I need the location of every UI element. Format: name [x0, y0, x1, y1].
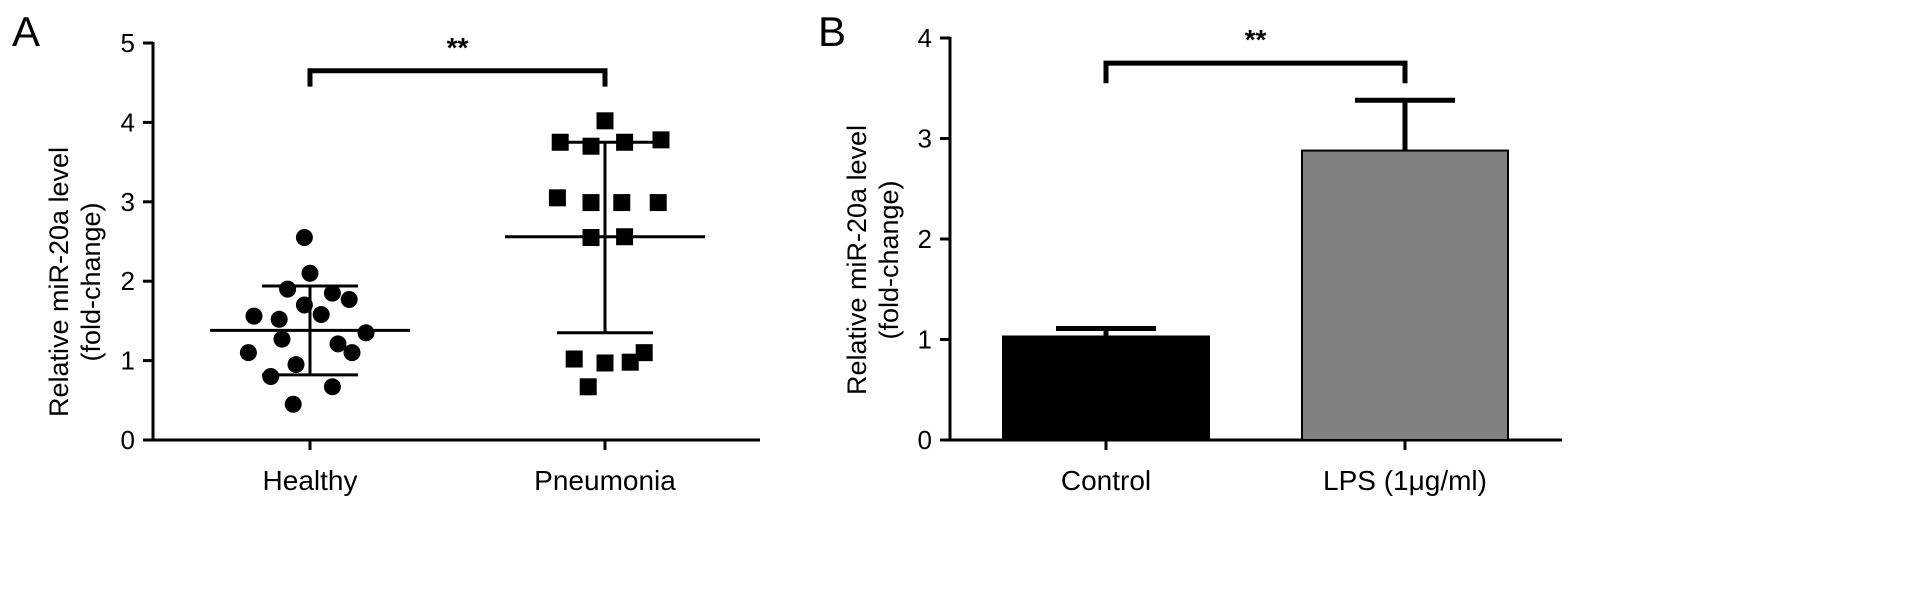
y-tick-label: 2	[121, 266, 135, 296]
data-point-circle	[323, 284, 341, 302]
panel-b-marks	[1002, 97, 1509, 441]
data-point-circle	[270, 310, 288, 328]
data-point-square	[548, 189, 566, 207]
data-point-square	[596, 354, 614, 372]
y-tick-label: 4	[121, 107, 135, 137]
y-tick-label: 3	[121, 187, 135, 217]
significance-label: **	[447, 32, 469, 63]
data-point-square	[579, 378, 597, 396]
data-point-square	[635, 344, 653, 362]
x-tick-label: Healthy	[263, 465, 358, 496]
panel-a-axes: 0 1 2 3 4 5 Healthy Pneumonia	[121, 28, 760, 496]
data-point-circle	[301, 264, 319, 282]
x-tick-label: Pneumonia	[534, 465, 676, 496]
panel-a-y-axis-title: Relative miR-20a level (fold-change)	[44, 147, 106, 417]
data-point-circle	[343, 344, 361, 362]
x-tick-label: Control	[1061, 465, 1151, 496]
data-point-circle	[245, 307, 263, 325]
data-point-square	[613, 194, 631, 212]
significance-bracket	[307, 68, 608, 87]
y-tick-label: 3	[918, 124, 932, 154]
data-point-circle	[329, 335, 347, 353]
data-point-circle	[273, 330, 291, 348]
panel-b-annotations: **	[1103, 24, 1408, 84]
panel-a-annotations: **	[307, 32, 608, 87]
data-point-circle	[323, 378, 341, 396]
y-tick-label: 2	[918, 224, 932, 254]
panel-b-label: B	[818, 8, 846, 55]
panel-b-y-axis-title: Relative miR-20a level (fold-change)	[842, 125, 904, 395]
significance-label: **	[1245, 24, 1267, 55]
data-point-square	[652, 131, 670, 149]
data-point-circle	[279, 280, 297, 298]
data-point-circle	[340, 290, 358, 308]
data-point-square	[582, 194, 600, 212]
data-point-square	[596, 112, 614, 130]
y-tick-label: 0	[918, 425, 932, 455]
data-point-circle	[262, 367, 280, 385]
data-point-circle	[239, 344, 257, 362]
data-point-circle	[287, 356, 305, 374]
panel-a-label: A	[12, 8, 40, 55]
data-point-circle	[357, 324, 375, 342]
y-tick-label: 5	[121, 28, 135, 58]
y-tick-label: 4	[918, 23, 932, 53]
y-tick-label: 0	[121, 425, 135, 455]
panel-a-y-axis-title-line2: (fold-change)	[76, 202, 106, 361]
data-point-square	[621, 353, 639, 371]
data-point-square	[582, 137, 600, 155]
panel-a: A Relative miR-20a level (fold-change) 0…	[12, 8, 760, 496]
panel-a-y-axis-title-line1: Relative miR-20a level	[44, 147, 74, 417]
y-tick-label: 1	[121, 346, 135, 376]
significance-bracket	[1103, 60, 1408, 84]
data-point-square	[565, 350, 583, 368]
y-tick-label: 1	[918, 325, 932, 355]
data-point-circle	[284, 395, 302, 413]
x-tick-label: LPS (1μg/ml)	[1323, 465, 1487, 496]
bar	[1301, 149, 1509, 441]
data-point-square	[649, 194, 667, 212]
data-point-circle	[312, 306, 330, 324]
panel-b-y-axis-title-line2: (fold-change)	[874, 180, 904, 339]
data-point-circle	[295, 229, 313, 247]
bar	[1002, 335, 1210, 441]
panel-b: B Relative miR-20a level (fold-change) 0…	[818, 8, 1562, 496]
panel-b-y-axis-title-line1: Relative miR-20a level	[842, 125, 872, 395]
panel-a-marks	[210, 112, 705, 413]
